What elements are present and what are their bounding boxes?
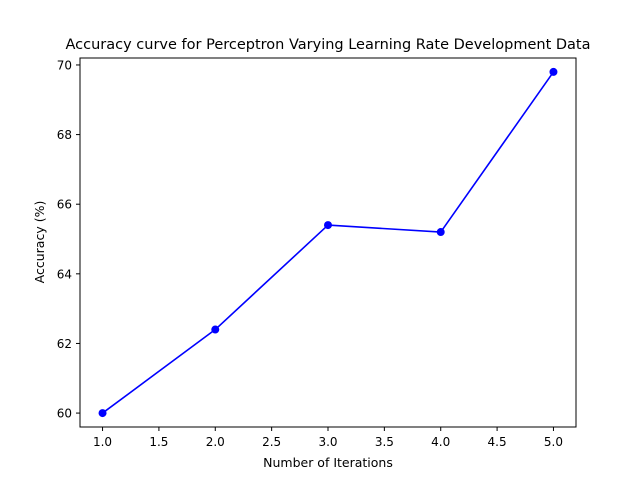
y-axis-label: Accuracy (%) (32, 201, 47, 284)
x-tick-label: 4.5 (488, 435, 507, 449)
x-tick-label: 4.0 (431, 435, 450, 449)
x-tick-label: 1.0 (93, 435, 112, 449)
data-point (436, 228, 445, 237)
data-point (549, 67, 558, 76)
x-tick-label: 1.5 (149, 435, 168, 449)
y-tick-label: 70 (57, 58, 72, 72)
x-tick-label: 3.5 (375, 435, 394, 449)
y-tick-label: 62 (57, 337, 72, 351)
data-point (98, 409, 107, 418)
y-tick-label: 64 (57, 267, 72, 281)
x-tick-label: 5.0 (544, 435, 563, 449)
plot-area: 1.0 1.5 2.0 2.5 3.0 3.5 4.0 4.5 5.0 60 62 64 66 68 70 (57, 57, 577, 449)
data-point (211, 325, 220, 334)
axes-frame (79, 57, 577, 428)
x-tick-label: 2.5 (262, 435, 281, 449)
x-tick-label: 3.0 (318, 435, 337, 449)
x-tick-label: 2.0 (206, 435, 225, 449)
y-tick-label: 68 (57, 128, 72, 142)
series-line (102, 71, 555, 414)
y-tick-label: 60 (57, 407, 72, 421)
chart-title: Accuracy curve for Perceptron Varying Le… (66, 37, 591, 53)
y-tick-label: 66 (57, 198, 72, 212)
data-point (324, 221, 332, 230)
x-axis-label: Number of Iterations (263, 455, 393, 470)
